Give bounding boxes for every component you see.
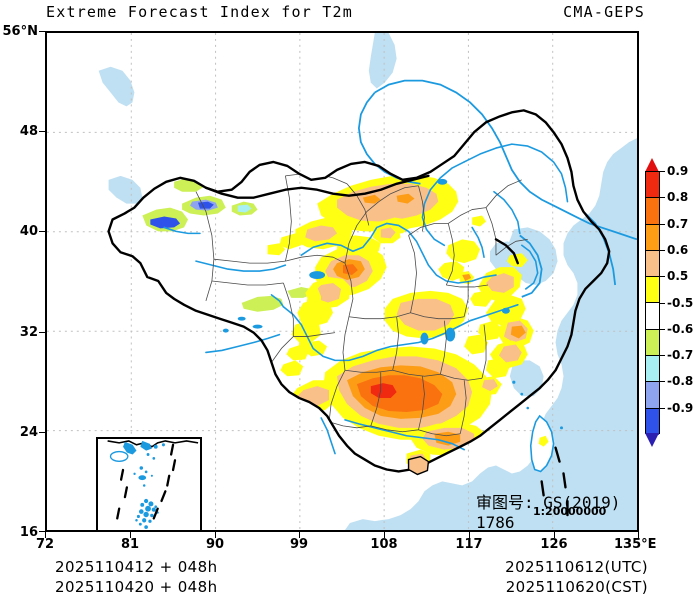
x-axis-tick xyxy=(45,532,46,538)
colorbar-band xyxy=(646,250,659,278)
y-axis: 56°N 48 40 32 24 16 xyxy=(0,0,45,560)
colorbar-tick xyxy=(660,171,665,172)
colorbar-tick-label: 0.8 xyxy=(667,190,689,205)
y-tick-label: 32 xyxy=(19,325,38,340)
south-china-sea-inset[interactable]: 1:40000000 xyxy=(96,437,202,530)
colorbar-band xyxy=(646,224,659,251)
page-title: Extreme Forecast Index for T2m xyxy=(46,3,353,21)
x-tick-label: 108 xyxy=(370,537,398,552)
y-tick-label: 24 xyxy=(19,425,38,440)
x-tick-label: 117 xyxy=(455,537,483,552)
colorbar-tick xyxy=(660,381,665,383)
y-tick-label: 48 xyxy=(19,124,38,139)
colorbar-tick-label: 0.6 xyxy=(667,242,689,257)
colorbar[interactable]: 0.9 0.8 0.7 0.6 0.5 -0.5 -0.6 -0.7 -0.8 -0.9 xyxy=(645,158,693,447)
footer-init-time-cst: 2025110420 + 048h xyxy=(55,578,218,596)
x-tick-label: 90 xyxy=(205,537,225,552)
national-border-layer xyxy=(107,109,611,473)
y-tick-label: 56°N xyxy=(2,24,38,39)
river-layer xyxy=(163,143,569,455)
colorbar-tick xyxy=(660,276,665,278)
y-axis-tick xyxy=(39,531,45,532)
islands-layer xyxy=(512,380,564,430)
x-axis-tick xyxy=(469,532,470,538)
map-canvas: 1:40000000 审图号: GS(2019) 1786 1:20000000 xyxy=(47,33,637,530)
x-tick-label: 81 xyxy=(120,537,140,552)
colorbar-bottom-arrow xyxy=(645,433,659,447)
colorbar-tick-label: -0.8 xyxy=(667,374,694,389)
approval-label: 审图号: xyxy=(476,493,534,512)
approval-stamp: 审图号: GS(2019) 1786 xyxy=(476,489,637,532)
x-axis-tick xyxy=(638,532,639,538)
approval-scale-label: 1:20000000 xyxy=(533,505,607,518)
colorbar-tick xyxy=(660,302,665,304)
colorbar-tick xyxy=(660,249,665,251)
x-axis-tick xyxy=(130,532,131,538)
colorbar-band xyxy=(646,303,659,330)
y-axis-tick xyxy=(39,131,45,132)
y-tick-label: 40 xyxy=(19,224,38,239)
taiwan-layer xyxy=(529,414,555,473)
x-tick-label: 126 xyxy=(540,537,568,552)
colorbar-tick xyxy=(660,328,665,330)
colorbar-tick-label: 0.7 xyxy=(667,216,689,231)
colorbar-band xyxy=(646,198,659,225)
colorbar-tick xyxy=(660,407,665,409)
colorbar-top-arrow xyxy=(645,158,659,172)
y-axis-tick xyxy=(39,432,45,433)
colorbar-band xyxy=(646,408,659,435)
nine-dash-line-layer xyxy=(540,446,569,517)
x-axis-tick xyxy=(215,532,216,538)
hainan-layer xyxy=(407,455,430,476)
y-axis-tick xyxy=(39,31,45,32)
x-tick-label: 135°E xyxy=(614,537,657,552)
colorbar-tick xyxy=(660,355,665,357)
colorbar-tick-label: -0.6 xyxy=(667,321,694,336)
colorbar-tick xyxy=(660,223,665,225)
colorbar-tick xyxy=(660,197,665,199)
y-tick-label: 16 xyxy=(19,525,38,540)
colorbar-bands xyxy=(645,171,660,435)
colorbar-band xyxy=(646,356,659,383)
colorbar-tick-label: 0.9 xyxy=(667,164,689,178)
colorbar-band xyxy=(646,382,659,409)
y-axis-tick xyxy=(39,332,45,333)
x-axis-tick xyxy=(299,532,300,538)
colorbar-band xyxy=(646,172,659,199)
approval-number: GS(2019) 1786 xyxy=(476,493,621,532)
model-label: CMA-GEPS xyxy=(563,3,645,21)
colorbar-tick-label: -0.7 xyxy=(667,348,694,363)
x-axis-tick xyxy=(384,532,385,538)
y-axis-tick xyxy=(39,231,45,232)
map-plot-area[interactable]: 1:40000000 审图号: GS(2019) 1786 1:20000000 xyxy=(45,31,639,532)
colorbar-band xyxy=(646,329,659,357)
footer-valid-time-cst: 2025110620(CST) xyxy=(505,578,648,596)
inset-map xyxy=(98,439,200,530)
province-border-layer xyxy=(195,173,528,437)
x-axis-tick xyxy=(554,532,555,538)
x-tick-label: 99 xyxy=(289,537,309,552)
x-tick-label: 72 xyxy=(35,537,55,552)
colorbar-band xyxy=(646,277,659,304)
footer-valid-time-utc: 2025110612(UTC) xyxy=(505,558,648,576)
colorbar-tick-label: -0.5 xyxy=(667,295,694,310)
colorbar-tick-label: 0.5 xyxy=(667,269,689,284)
footer-init-time-utc: 2025110412 + 048h xyxy=(55,558,218,576)
colorbar-tick-label: -0.9 xyxy=(667,400,694,415)
